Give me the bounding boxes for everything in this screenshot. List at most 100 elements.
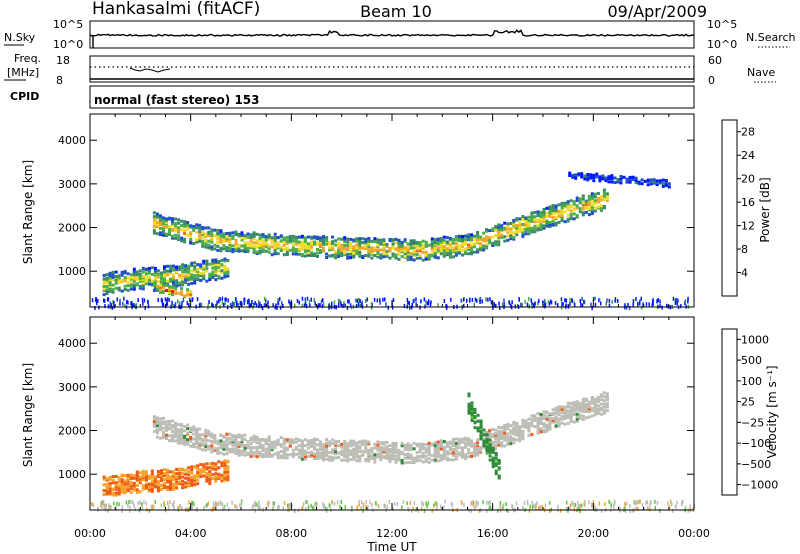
data-cell bbox=[346, 457, 350, 461]
data-cell bbox=[178, 265, 182, 269]
data-cell bbox=[442, 245, 446, 249]
data-cell bbox=[316, 448, 319, 452]
data-cell bbox=[497, 429, 501, 433]
data-cell bbox=[533, 220, 537, 224]
speckle-cell bbox=[382, 297, 384, 302]
data-cell bbox=[494, 451, 498, 455]
data-cell bbox=[581, 399, 585, 403]
data-cell bbox=[217, 265, 221, 269]
data-cell bbox=[433, 245, 437, 249]
data-cell bbox=[400, 255, 404, 259]
speckle-cell bbox=[600, 508, 603, 513]
data-cell bbox=[640, 182, 644, 186]
data-cell bbox=[181, 483, 185, 486]
power-ylabel: Slant Range [km] bbox=[21, 160, 35, 264]
speckle-cell bbox=[534, 503, 537, 508]
data-cell bbox=[418, 241, 422, 245]
data-cell bbox=[470, 404, 474, 408]
data-cell bbox=[177, 430, 181, 434]
data-cell bbox=[442, 238, 446, 242]
data-cell bbox=[193, 261, 197, 265]
speckle-cell bbox=[288, 299, 290, 304]
data-cell bbox=[126, 489, 130, 493]
data-cell bbox=[560, 421, 564, 425]
data-cell bbox=[560, 206, 564, 210]
data-cell bbox=[267, 250, 271, 254]
data-cell bbox=[114, 491, 118, 495]
data-cell bbox=[328, 241, 332, 244]
data-cell bbox=[470, 411, 474, 415]
speckle-cell bbox=[249, 303, 251, 308]
data-cell bbox=[542, 226, 546, 230]
speckle-cell bbox=[127, 300, 129, 305]
data-cell bbox=[174, 424, 178, 428]
speckle-cell bbox=[646, 500, 648, 505]
data-cell bbox=[470, 454, 473, 458]
speckle-cell bbox=[267, 504, 269, 509]
data-cell bbox=[442, 250, 446, 254]
data-cell bbox=[430, 239, 434, 243]
data-cell bbox=[382, 446, 386, 450]
data-cell bbox=[226, 470, 230, 474]
frequency-panel: Freq. [MHz] 18 8 60 0 Nave bbox=[4, 52, 776, 87]
speckle-cell bbox=[216, 300, 218, 305]
data-cell bbox=[201, 239, 205, 243]
speckle-cell bbox=[304, 301, 307, 306]
data-cell bbox=[581, 414, 585, 418]
data-cell bbox=[454, 242, 458, 246]
data-cell bbox=[211, 266, 215, 270]
data-cell bbox=[545, 211, 549, 215]
data-cell bbox=[294, 235, 298, 239]
data-cell bbox=[300, 253, 304, 256]
data-cell bbox=[376, 243, 380, 247]
speckle-cell bbox=[639, 499, 641, 504]
data-cell bbox=[195, 445, 199, 449]
data-cell bbox=[412, 456, 416, 460]
speckle-cell bbox=[503, 302, 506, 307]
data-cell bbox=[273, 237, 277, 241]
data-cell bbox=[637, 180, 641, 184]
data-cell bbox=[379, 241, 383, 245]
data-cell bbox=[575, 403, 579, 406]
data-cell bbox=[467, 451, 470, 455]
speckle-cell bbox=[107, 508, 109, 513]
data-cell bbox=[220, 276, 224, 280]
speckle-cell bbox=[130, 302, 133, 307]
data-cell bbox=[412, 243, 416, 247]
speckle-cell bbox=[425, 501, 427, 506]
data-cell bbox=[291, 239, 295, 243]
data-cell bbox=[545, 415, 549, 419]
data-cell bbox=[367, 236, 371, 240]
data-cell bbox=[473, 411, 477, 414]
data-cell bbox=[135, 282, 139, 286]
data-cell bbox=[155, 418, 159, 422]
data-cell bbox=[521, 437, 525, 441]
data-cell bbox=[494, 458, 498, 462]
data-cell bbox=[470, 247, 473, 251]
data-cell bbox=[518, 427, 522, 431]
colorbar-tick-label: 8 bbox=[741, 243, 748, 256]
data-cell bbox=[237, 433, 241, 437]
data-cell bbox=[162, 218, 165, 222]
data-cell bbox=[223, 474, 227, 478]
data-cell bbox=[237, 448, 241, 452]
data-cell bbox=[479, 244, 483, 248]
speckle-cell bbox=[569, 506, 571, 511]
speckle-cell bbox=[166, 298, 168, 303]
data-cell bbox=[114, 277, 118, 281]
speckle-cell bbox=[107, 304, 110, 309]
data-cell bbox=[491, 433, 495, 437]
data-cell bbox=[385, 249, 389, 253]
data-cell bbox=[497, 231, 501, 235]
data-cell bbox=[303, 451, 307, 455]
speckle-cell bbox=[252, 302, 255, 307]
data-cell bbox=[557, 214, 561, 218]
data-cell bbox=[346, 459, 350, 463]
speckle-cell bbox=[134, 304, 136, 309]
data-cell bbox=[285, 252, 289, 256]
data-cell bbox=[572, 407, 576, 411]
data-cell bbox=[587, 213, 591, 217]
data-cell bbox=[132, 283, 136, 287]
speckle-cell bbox=[235, 297, 237, 301]
speckle-cell bbox=[147, 300, 149, 305]
